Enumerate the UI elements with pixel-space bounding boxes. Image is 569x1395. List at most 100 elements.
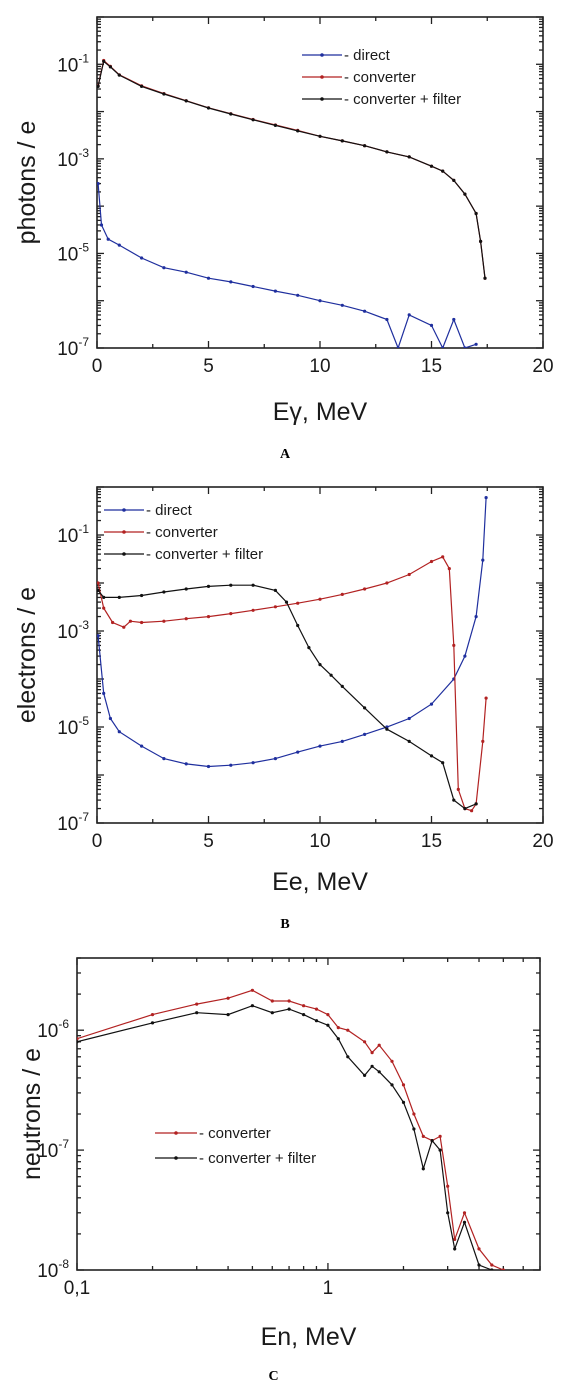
data-point bbox=[296, 601, 300, 605]
y-tick-label: 10-6 bbox=[37, 1017, 69, 1042]
chart-panel-b: 0 5 10 15 20 10-7 10-5 10-3 10-1 Ee, MeV electrons… bbox=[13, 486, 554, 932]
data-point bbox=[195, 1002, 199, 1006]
data-point bbox=[206, 276, 211, 280]
data-point bbox=[463, 654, 467, 658]
series-line bbox=[77, 989, 504, 1270]
data-point bbox=[462, 1211, 467, 1215]
data-point bbox=[377, 1070, 381, 1074]
data-point bbox=[251, 583, 255, 587]
data-point bbox=[452, 643, 456, 648]
legend-marker bbox=[122, 552, 126, 556]
data-point bbox=[287, 999, 291, 1003]
data-point bbox=[97, 634, 100, 638]
series-line bbox=[97, 183, 477, 348]
panel-label: B bbox=[280, 917, 289, 932]
y-tick-label: 10-5 bbox=[57, 240, 89, 265]
x-tick-label: 0 bbox=[92, 831, 103, 852]
legend-marker bbox=[174, 1131, 178, 1135]
data-point bbox=[162, 266, 166, 270]
data-point bbox=[453, 1237, 457, 1241]
y-tick-label: 10-3 bbox=[57, 618, 89, 643]
y-tick-label: 10-7 bbox=[57, 335, 89, 360]
data-point bbox=[479, 239, 483, 243]
data-point bbox=[441, 169, 445, 173]
legend-label: - converter + filter bbox=[344, 91, 461, 108]
y-tick-label: 10-1 bbox=[57, 51, 89, 76]
data-point bbox=[102, 606, 106, 610]
x-tick-label: 10 bbox=[309, 356, 330, 377]
panel-label: A bbox=[280, 447, 291, 462]
legend-marker bbox=[320, 97, 324, 101]
series-1 bbox=[77, 1004, 494, 1270]
data-point bbox=[97, 581, 100, 585]
data-point bbox=[273, 605, 277, 609]
x-tick-label: 5 bbox=[203, 356, 214, 377]
plot-frame bbox=[76, 957, 541, 1271]
data-point bbox=[336, 1037, 340, 1041]
data-point bbox=[446, 1211, 450, 1215]
legend: - direct - converter - converter + filter bbox=[302, 47, 461, 108]
data-point bbox=[117, 73, 121, 77]
chart-panel-c: 0,1 1 10-8 10-7 10-6 En, MeV neutrons / e - con… bbox=[18, 957, 541, 1384]
legend-marker bbox=[320, 53, 324, 57]
data-point bbox=[296, 750, 300, 754]
data-point bbox=[363, 1040, 367, 1044]
data-point bbox=[97, 84, 100, 88]
data-point bbox=[340, 592, 344, 597]
data-point bbox=[429, 164, 434, 168]
legend-label: - direct bbox=[344, 47, 391, 64]
data-point bbox=[429, 702, 434, 706]
data-point bbox=[326, 1023, 330, 1027]
data-point bbox=[77, 1037, 79, 1041]
x-tick-label: 1 bbox=[323, 1278, 334, 1299]
data-point bbox=[251, 118, 255, 122]
data-point bbox=[273, 123, 277, 127]
legend-marker bbox=[174, 1156, 178, 1160]
series-0 bbox=[77, 988, 505, 1270]
data-point bbox=[140, 620, 144, 625]
data-point bbox=[430, 1139, 434, 1143]
series-line bbox=[97, 584, 477, 810]
y-tick-label: 10-5 bbox=[57, 714, 89, 739]
data-point bbox=[226, 1013, 230, 1017]
y-tick-label: 10-8 bbox=[37, 1257, 69, 1282]
y-tick-label: 10-7 bbox=[57, 810, 89, 835]
data-point bbox=[340, 303, 344, 307]
data-point bbox=[453, 1247, 457, 1251]
legend-marker bbox=[320, 75, 324, 79]
data-point bbox=[346, 1055, 350, 1059]
data-point bbox=[184, 587, 188, 591]
series-line bbox=[77, 1005, 493, 1270]
data-point bbox=[452, 178, 456, 182]
data-point bbox=[162, 92, 166, 96]
data-point bbox=[363, 732, 367, 737]
x-tick-label: 5 bbox=[203, 831, 214, 852]
data-point bbox=[206, 764, 211, 769]
data-point bbox=[463, 192, 467, 196]
legend-label: - converter bbox=[199, 1125, 271, 1142]
data-point bbox=[251, 608, 255, 612]
data-point bbox=[429, 323, 434, 327]
data-point bbox=[421, 1134, 425, 1138]
data-point bbox=[184, 617, 188, 621]
data-point bbox=[140, 84, 144, 88]
data-point bbox=[474, 211, 478, 216]
data-point bbox=[363, 1073, 367, 1077]
x-axis-label: Eγ, MeV bbox=[273, 398, 368, 426]
data-point bbox=[438, 1134, 442, 1138]
data-point bbox=[407, 716, 411, 721]
data-point bbox=[117, 243, 121, 247]
data-point bbox=[229, 280, 233, 284]
data-point bbox=[401, 1083, 406, 1087]
data-point bbox=[140, 256, 144, 260]
data-point bbox=[250, 988, 254, 992]
data-point bbox=[140, 593, 144, 598]
chart-panel-a: 0 5 10 15 20 10-7 10-5 10-3 10-1 Eγ, MeV photons /… bbox=[13, 16, 554, 462]
x-tick-label: 20 bbox=[532, 831, 553, 852]
data-point bbox=[407, 155, 411, 159]
data-point bbox=[140, 744, 144, 748]
data-point bbox=[184, 99, 188, 103]
data-point bbox=[270, 1011, 274, 1015]
data-point bbox=[336, 1026, 340, 1030]
data-point bbox=[474, 802, 478, 806]
